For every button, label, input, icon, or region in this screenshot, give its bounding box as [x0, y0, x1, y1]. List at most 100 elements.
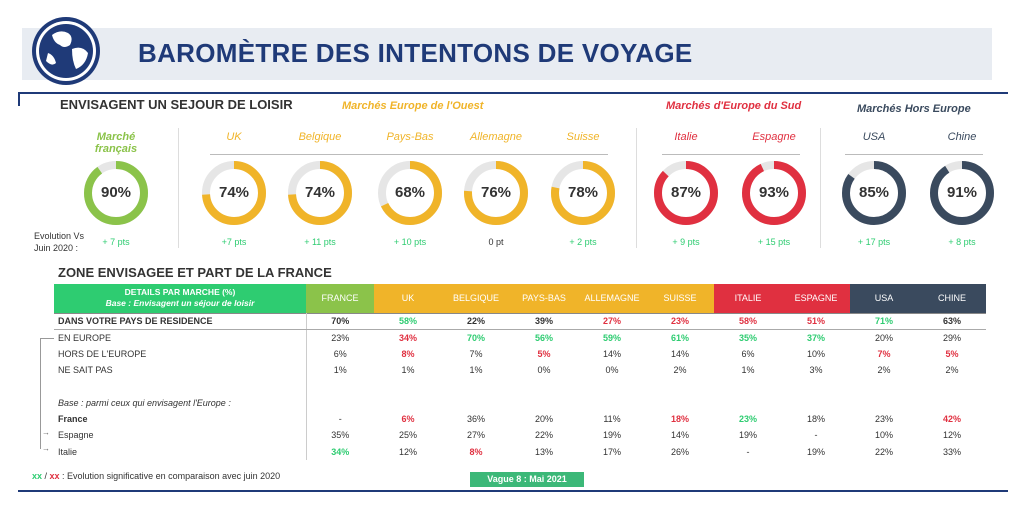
table-cell: 71%	[850, 312, 918, 330]
row-label: EN EUROPE	[54, 329, 307, 346]
table-cell: 0%	[605, 365, 619, 376]
market-label: Espagne	[752, 131, 796, 143]
market-label: Pays-Bas	[386, 131, 434, 143]
table-column-header: PAYS-BAS	[510, 284, 578, 313]
market-table: DETAILS PAR MARCHE (%) Base : Envisagent…	[54, 284, 986, 460]
table-cell	[442, 378, 510, 394]
table-cell: 23%	[738, 413, 757, 424]
table-cell: 51%	[782, 312, 850, 330]
donut-arc	[202, 161, 266, 225]
row-label: DANS VOTRE PAYS DE RESIDENCE	[54, 312, 307, 330]
donut-value: 74%	[218, 184, 250, 201]
legend-green-marker: xx	[32, 471, 43, 481]
donut-ring	[842, 161, 906, 225]
table-column-header: BELGIQUE	[442, 284, 510, 313]
table-cell: 11%	[603, 413, 621, 424]
evolution-value: + 17 pts	[857, 237, 891, 247]
table-cell: -	[814, 430, 818, 441]
arrow-icon: →	[42, 444, 50, 453]
table-cell: 22%	[874, 446, 893, 457]
donut-arc	[288, 161, 352, 225]
table-cell: 8%	[401, 348, 415, 359]
evolution-label-line2: Juin 2020 :	[34, 243, 79, 253]
table-cell: -	[746, 446, 750, 457]
table-cell: 56%	[534, 332, 553, 343]
table-row: Base : parmi ceux qui envisagent l'Europ…	[54, 394, 986, 411]
table-cell	[850, 394, 918, 410]
table-cell: 14%	[670, 430, 689, 441]
donut-ring	[378, 161, 442, 225]
table-column-header: ALLEMAGNE	[578, 284, 646, 313]
table-cell	[374, 378, 442, 394]
donut-value: 90%	[100, 184, 132, 201]
bracket-south	[662, 154, 800, 155]
divider-3	[820, 128, 821, 248]
donut-ring	[742, 161, 806, 225]
table-cell: 23%	[874, 413, 893, 424]
donut-value: 85%	[858, 184, 890, 201]
donut-arc	[842, 161, 906, 225]
market-label: Chine	[947, 131, 977, 143]
table-cell: 18%	[806, 413, 825, 424]
donut-value: 87%	[670, 184, 702, 201]
donut-value: 68%	[394, 184, 426, 201]
table-cell	[306, 378, 374, 394]
table-cell: 58%	[714, 312, 782, 330]
table-cell: 22%	[442, 312, 510, 330]
donut-value: 74%	[304, 184, 336, 201]
legend-text: : Evolution significative en comparaison…	[59, 471, 281, 481]
divider-top	[18, 92, 1008, 94]
donut-arc	[930, 161, 994, 225]
table-cell: 6%	[401, 413, 415, 424]
row-label: Espagne	[54, 427, 307, 444]
connector-top	[40, 338, 54, 339]
table-cell	[510, 394, 578, 410]
table-column-header: ESPAGNE	[782, 284, 850, 313]
donut-ring	[551, 161, 615, 225]
row-label: France	[54, 410, 307, 428]
donut-arc	[464, 161, 528, 225]
table-cell: 20%	[874, 332, 893, 343]
table-cell: 37%	[806, 332, 825, 343]
legend-slash: /	[42, 471, 50, 481]
table-cell: 3%	[809, 365, 823, 376]
table-cell	[578, 394, 646, 410]
table-cell	[850, 378, 918, 394]
table-cell: 1%	[401, 365, 415, 376]
evolution-value: + 7 pts	[102, 237, 130, 247]
table-cell: 26%	[670, 446, 689, 457]
market-label: Italie	[674, 131, 698, 143]
table-cell: 59%	[602, 332, 621, 343]
evolution-value: + 2 pts	[569, 237, 597, 247]
table-column-header: CHINE	[918, 284, 986, 313]
table-cell: 70%	[466, 332, 485, 343]
table-cell: 23%	[646, 312, 714, 330]
table-cell: 8%	[469, 446, 483, 457]
table-cell: 13%	[534, 446, 553, 457]
donut-arc	[654, 161, 718, 225]
table-cell: 61%	[670, 332, 689, 343]
divider-2	[636, 128, 637, 248]
table-cell: 35%	[331, 430, 350, 441]
table-cell: 1%	[333, 365, 347, 376]
table-cell	[918, 394, 986, 410]
table-cell: 19%	[806, 446, 825, 457]
donut-value: 78%	[567, 184, 599, 201]
row-label: HORS DE L'EUROPE	[54, 345, 307, 362]
table-cell: 29%	[942, 332, 961, 343]
table-cell	[306, 394, 374, 410]
bracket-outside	[845, 154, 983, 155]
table-row	[54, 378, 986, 395]
group-label-outside: Marchés Hors Europe	[857, 103, 971, 115]
globe-logo	[32, 17, 100, 85]
table-cell	[714, 394, 782, 410]
donut-ring	[84, 161, 148, 225]
table-cell: 7%	[469, 348, 483, 359]
table-cell: 18%	[670, 413, 689, 424]
table-cell: 36%	[466, 413, 485, 424]
table-cell	[918, 378, 986, 394]
row-label: Italie	[54, 443, 307, 460]
table-cell: 20%	[534, 413, 553, 424]
market-label: Suisse	[566, 131, 600, 143]
table-cell: 39%	[510, 312, 578, 330]
